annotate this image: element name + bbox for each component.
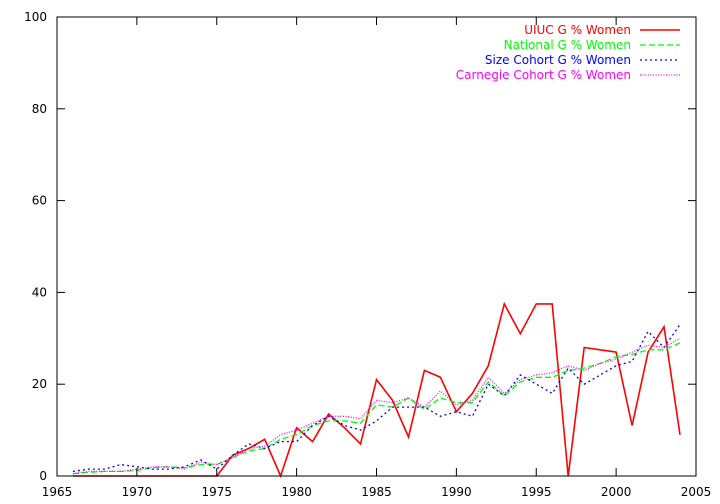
x-tick-label: 1970 [122,485,153,499]
y-tick-label: 0 [39,469,47,483]
y-tick-label: 40 [32,285,47,299]
y-tick-label: 20 [32,377,47,391]
series-line [72,337,681,475]
x-tick-label: 1975 [201,485,232,499]
legend-label: Carnegie Cohort G % Women [456,68,631,82]
x-tick-label: 2005 [681,485,712,499]
legend-label: National G % Women [504,38,631,52]
axis-ticks: 1965 1970 1975 1980 1985 1990 1995 2000 2005 0 20 4… [24,10,711,499]
x-tick-label: 1990 [441,485,472,499]
x-tick-label: 1965 [42,485,73,499]
x-tick-label: 1980 [281,485,312,499]
y-tick-label: 100 [24,10,47,24]
y-tick-label: 60 [32,194,47,208]
legend-label: Size Cohort G % Women [485,53,631,67]
x-tick-label: 1995 [521,485,552,499]
legend-label: UIUC G % Women [524,23,631,37]
y-tick-label: 80 [32,102,47,116]
x-tick-label: 2000 [601,485,632,499]
x-tick-label: 1985 [361,485,392,499]
